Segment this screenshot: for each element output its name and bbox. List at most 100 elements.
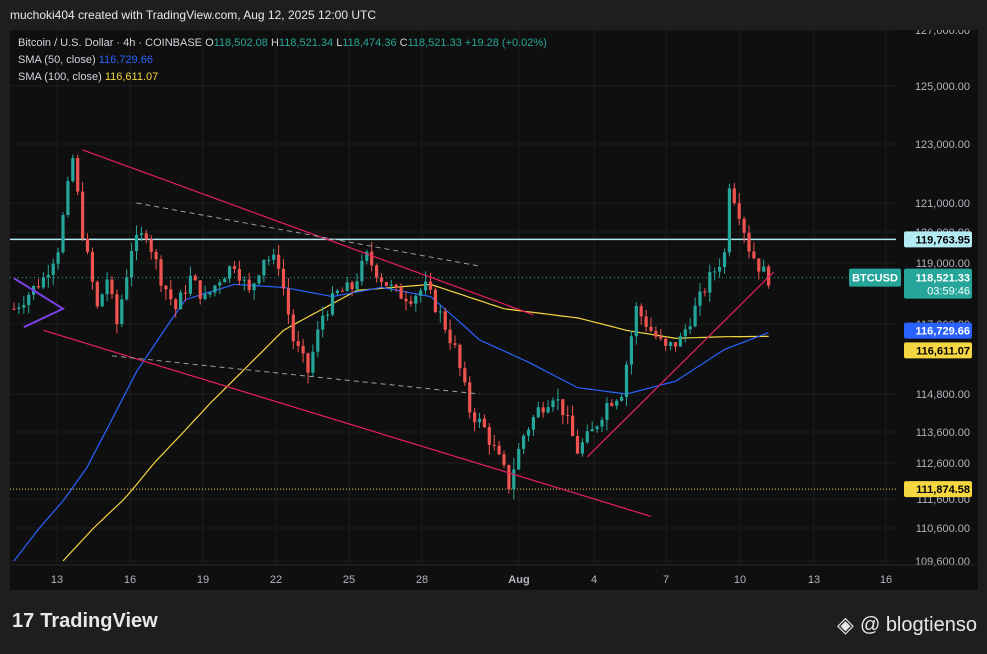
candle-body (159, 259, 163, 286)
candle-body (51, 263, 55, 275)
resistance-tag: 119,763.95 (916, 234, 970, 246)
candle-body (46, 274, 50, 278)
candle-body (179, 292, 183, 310)
candle-body (203, 294, 207, 299)
time-tick-label: 25 (343, 574, 355, 586)
candle-body (188, 275, 192, 294)
candle-body (688, 326, 692, 330)
candle-body (669, 342, 673, 346)
candle-body (678, 336, 682, 347)
candle-body (610, 402, 614, 406)
candle-body (120, 299, 124, 325)
candle-body (624, 364, 629, 397)
candle-body (634, 306, 638, 337)
candle-body (365, 251, 369, 261)
candle-body (502, 454, 506, 466)
candle-body (482, 418, 486, 428)
close-value: 118,521.33 (407, 37, 462, 49)
last-price-tag: 118,521.33 (916, 273, 970, 285)
candle-body (649, 326, 653, 331)
candle-body (463, 368, 467, 383)
symbol-tag-bg (849, 268, 901, 287)
candle-body (722, 252, 727, 268)
time-tick-label: 13 (51, 574, 63, 586)
candle-body (477, 418, 482, 423)
candle-body (85, 238, 90, 252)
candle-body (512, 469, 516, 490)
trendline-channel-upper (82, 149, 534, 316)
candle-body (580, 442, 584, 454)
candle-body (139, 233, 143, 236)
moving-averages-layer (13, 283, 769, 562)
candle-body (144, 233, 148, 240)
candle-body (22, 305, 26, 308)
candle-body (487, 427, 491, 445)
candle-body (71, 158, 75, 182)
candle-body (355, 281, 359, 290)
candle-body (507, 465, 511, 490)
candle-body (66, 181, 70, 216)
candle-body (174, 299, 178, 310)
candle-body (379, 277, 384, 283)
candle-body (223, 278, 227, 283)
sma50-tag: 116,729.66 (916, 326, 970, 338)
high-value: 118,521.34 (278, 37, 334, 49)
candle-body (747, 232, 751, 252)
candle-body (350, 282, 354, 290)
price-chart[interactable]: 127,000.00 125,000.00 123,000.00 121,000.00… (10, 25, 978, 590)
grid-layer (10, 29, 896, 565)
tradingview-logo[interactable]: 17 TradingView (12, 610, 158, 633)
time-axis[interactable]: 13 16 19 22 25 28 Aug 4 7 10 13 16 (10, 564, 978, 586)
candle-body (316, 329, 320, 352)
candle-body (17, 307, 21, 309)
candle-body (262, 259, 266, 276)
candle-body (448, 329, 452, 344)
candle-body (115, 294, 119, 325)
candle-body (767, 266, 771, 286)
low-label: L (336, 37, 343, 49)
candle-body (595, 426, 599, 430)
symbol-label: Bitcoin / U.S. Dollar · 4h · COINBASE (18, 37, 202, 49)
candle-body (326, 314, 330, 316)
time-tick-label: 7 (663, 574, 669, 586)
price-tick-label: 125,000.00 (915, 81, 970, 93)
candle-body (683, 329, 687, 337)
candle-body (335, 290, 339, 294)
price-tick-label: 121,000.00 (915, 198, 970, 210)
candle-body (218, 282, 222, 286)
candle-body (198, 280, 202, 299)
candle-body (526, 429, 531, 436)
price-tick-label: 110,600.00 (916, 523, 970, 535)
price-tick-label: 123,000.00 (915, 139, 970, 151)
sma100-tag-bg (904, 342, 972, 359)
candle-body (551, 400, 555, 408)
candle-body (443, 311, 447, 330)
candle-body (522, 435, 526, 449)
candle-body (718, 267, 722, 272)
candle-body (277, 254, 281, 269)
candle-body (419, 290, 423, 296)
sma50-tag-bg (904, 322, 972, 339)
candle-body (394, 284, 398, 288)
candle-body (267, 259, 271, 261)
time-tick-label: 28 (416, 574, 428, 586)
sma100-value: 116,611.07 (104, 71, 159, 83)
chart-area[interactable]: 127,000.00 125,000.00 123,000.00 121,000.00… (10, 25, 978, 590)
candle-body (468, 382, 472, 413)
candle-body (492, 444, 496, 446)
open-label: O (205, 37, 214, 49)
candle-body (237, 268, 241, 281)
candle-body (453, 343, 457, 345)
candle-body (252, 283, 256, 291)
watermark: ◈ @ blogtienso (837, 612, 977, 638)
candle-body (438, 311, 442, 313)
candle-body (193, 275, 197, 281)
candle-body (311, 351, 315, 373)
sma100-line (62, 283, 769, 562)
candle-body (664, 338, 668, 346)
candle-body (762, 266, 766, 272)
candle-body (306, 353, 310, 373)
candle-body (183, 292, 188, 294)
candle-body (41, 277, 45, 288)
